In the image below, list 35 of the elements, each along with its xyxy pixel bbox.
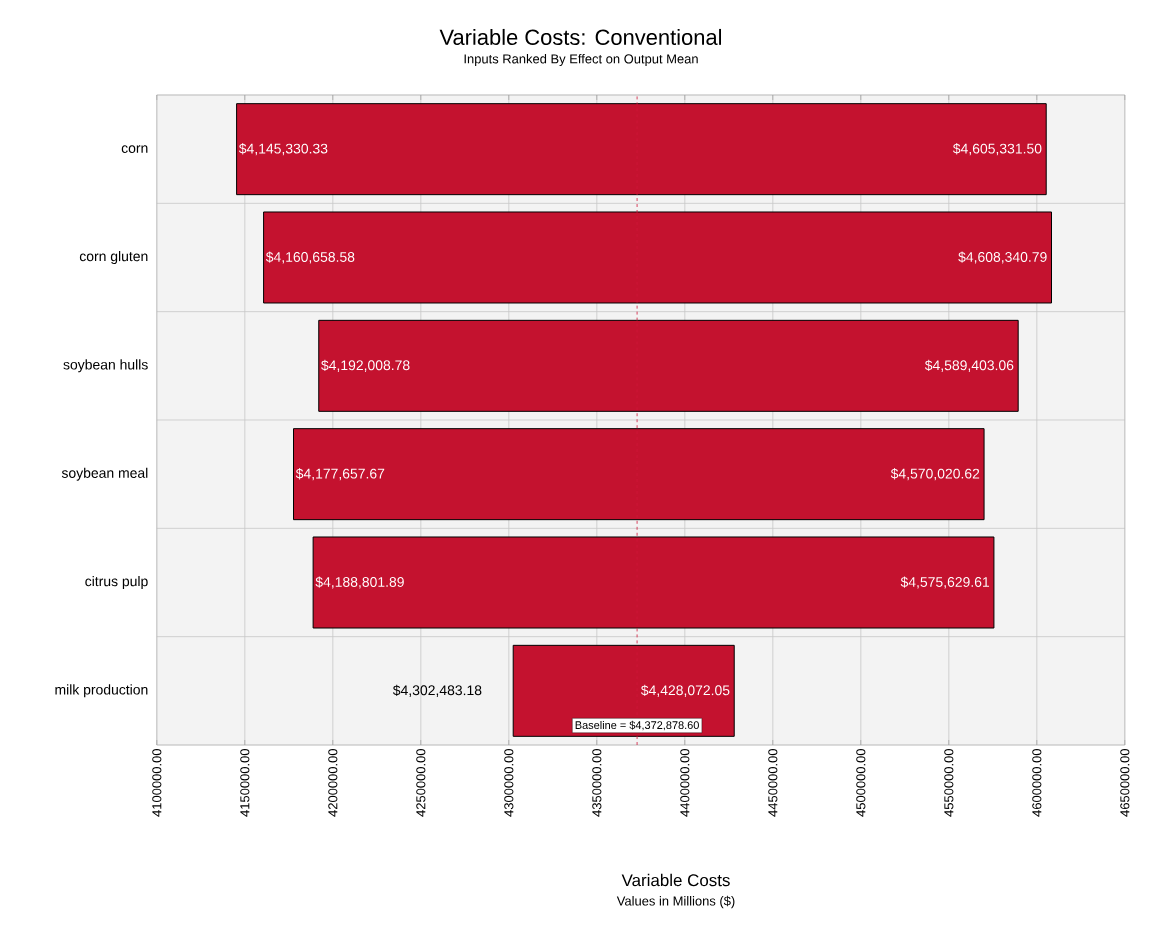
x-tick-label: 4150000.00 bbox=[240, 749, 250, 817]
annotation: $4,145,330.33 bbox=[238, 143, 328, 156]
x-tick-label: 4650000.00 bbox=[1120, 749, 1130, 817]
x-tick-label: 4250000.00 bbox=[416, 749, 426, 817]
y-tick-label: soybean hulls bbox=[63, 359, 148, 373]
chart-title: Variable Costs: Conventional bbox=[439, 28, 722, 46]
annotation: $4,192,008.78 bbox=[321, 359, 410, 372]
annotation: $4,302,483.18 bbox=[392, 684, 482, 697]
x-tick-label: 4350000.00 bbox=[592, 749, 602, 817]
ref-line-label: Baseline = $4,372,878.60 bbox=[575, 720, 699, 731]
x-tick-label: 4200000.00 bbox=[328, 749, 338, 817]
x-tick-label: 4500000.00 bbox=[856, 749, 866, 817]
y-tick-label: corn gluten bbox=[79, 250, 148, 264]
annotation: $4,589,403.06 bbox=[924, 359, 1014, 372]
x-tick-label: 4600000.00 bbox=[1032, 749, 1042, 817]
annotation: $4,177,657.67 bbox=[295, 468, 385, 481]
x-axis-title: Variable Costs bbox=[621, 873, 730, 887]
chart-subtitle: Inputs Ranked By Effect on Output Mean bbox=[464, 53, 698, 67]
annotation: $4,605,331.50 bbox=[952, 143, 1042, 156]
annotation: $4,188,801.89 bbox=[315, 576, 404, 589]
annotation: $4,160,658.58 bbox=[265, 251, 355, 264]
annotation: $4,570,020.62 bbox=[890, 468, 980, 481]
x-tick-label: 4100000.00 bbox=[152, 749, 162, 817]
annotation: $4,608,340.79 bbox=[958, 251, 1047, 264]
y-tick-label: milk production bbox=[55, 684, 148, 698]
y-tick-label: corn bbox=[121, 145, 148, 153]
x-tick-label: 4550000.00 bbox=[944, 749, 954, 817]
y-tick-label: citrus pulp bbox=[85, 575, 148, 589]
annotation: $4,428,072.05 bbox=[640, 684, 730, 697]
x-tick-label: 4450000.00 bbox=[768, 749, 778, 817]
x-tick-label: 4400000.00 bbox=[680, 749, 690, 817]
annotation: $4,575,629.61 bbox=[900, 576, 990, 589]
y-tick-label: soybean meal bbox=[61, 467, 148, 481]
x-tick-label: 4300000.00 bbox=[504, 749, 514, 817]
text: Values in Millions ($) bbox=[616, 895, 735, 909]
